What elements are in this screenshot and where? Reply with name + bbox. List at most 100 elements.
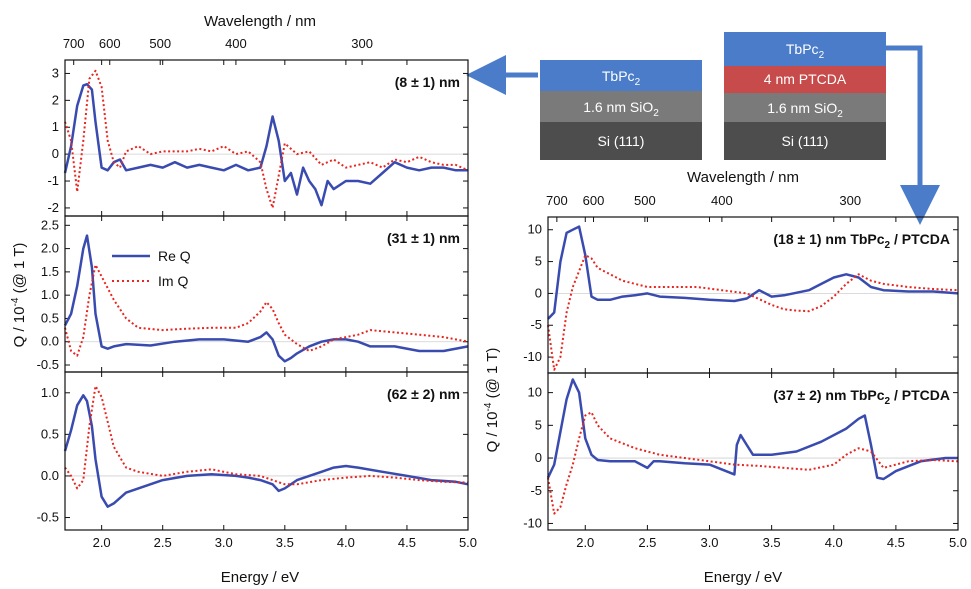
y-tick-label: -2: [47, 200, 59, 215]
plot-panel-1: -2 -1 0 1 2 3 700 600 500 400 300 (8 ± 1) nm: [47, 36, 469, 217]
x-tick-label: 4.5: [398, 535, 416, 550]
x-tick-label: 3.5: [276, 535, 294, 550]
arrow-stack2-to-panel: [886, 45, 940, 225]
x-tick-label: 5.0: [459, 535, 477, 550]
legend-re-label: Re Q: [158, 248, 191, 264]
plot-panel-4: -10 -5 0 5 10 700 600 500 400 300 (18 ± 1) nm TbPc…: [523, 193, 959, 374]
top-tick-label: 700: [546, 193, 568, 208]
series-re-q: [63, 394, 469, 508]
stack-diagram-1: TbPc2 1.6 nm SiO2 Si (111): [540, 60, 702, 160]
series-re-q: [63, 82, 468, 207]
y-axis-title-right: Q / 10-4 (@ 1 T): [483, 348, 501, 453]
panel-label: (8 ± 1) nm: [395, 74, 460, 90]
series-re-q: [547, 225, 959, 320]
top-axis-title-right: Wavelength / nm: [687, 169, 799, 186]
y-tick-label: 2.0: [41, 241, 59, 256]
y-tick-label: 0.5: [41, 426, 59, 441]
y-tick-label: 0: [535, 285, 542, 300]
y-tick-label: 10: [528, 385, 542, 400]
panel-label: (62 ± 2) nm: [387, 386, 460, 402]
stack2-si-label: Si (111): [782, 133, 829, 149]
y-axis-title-left: Q / 10-4 (@ 1 T): [10, 243, 28, 348]
stack1-si-layer: [540, 122, 702, 160]
stack2-ptcda-layer: [724, 66, 886, 93]
y-tick-label: 0.5: [41, 310, 59, 325]
stack2-tbpc2-label: TbPc2: [786, 41, 825, 61]
top-tick-label: 600: [99, 36, 121, 51]
stack1-sio2-layer: [540, 91, 702, 122]
plot-panel-2: -0.5 0.0 0.5 1.0 1.5 2.0 2.5 (31 ± 1) nm: [37, 215, 469, 373]
x-tick-label: 2.0: [93, 535, 111, 550]
y-tick-label: 0: [535, 450, 542, 465]
y-tick-label: 2.5: [41, 217, 59, 232]
plot-frame: [64, 371, 469, 531]
series-im-q: [64, 69, 469, 209]
x-tick-label: 5.0: [949, 535, 967, 550]
panel-label: (37 ± 2) nm TbPc2 / PTCDA: [773, 387, 950, 407]
stack2-sio2-label: 1.6 nm SiO2: [767, 100, 843, 120]
y-tick-label: 1.0: [41, 287, 59, 302]
y-tick-label: -1: [47, 173, 59, 188]
series-im-q: [64, 263, 469, 357]
x-tick-label: 4.0: [337, 535, 355, 550]
stack1-sio2-label: 1.6 nm SiO2: [583, 99, 659, 119]
x-tick-label: 4.0: [825, 535, 843, 550]
y-tick-label: 0.0: [41, 334, 59, 349]
y-tick-label: -0.5: [37, 510, 59, 525]
stack2-sio2-layer: [724, 93, 886, 122]
y-tick-label: 5: [535, 417, 542, 432]
stack1-tbpc2-label: TbPc2: [602, 68, 641, 88]
stack-diagram-2: TbPc2 4 nm PTCDA 1.6 nm SiO2 Si (111): [724, 32, 886, 160]
stack1-tbpc2-layer: [540, 60, 702, 91]
plot-frame: [547, 372, 959, 531]
x-axis-title-right: Energy / eV: [704, 569, 782, 586]
series-im-q: [64, 385, 469, 490]
top-tick-label: 500: [634, 193, 656, 208]
top-tick-label: 400: [711, 193, 733, 208]
stack2-tbpc2-layer: [724, 32, 886, 66]
x-tick-label: 3.5: [763, 535, 781, 550]
x-tick-label: 3.0: [215, 535, 233, 550]
series-re-q: [63, 234, 469, 363]
x-tick-label: 2.0: [576, 535, 594, 550]
x-tick-label: 2.5: [154, 535, 172, 550]
plot-panel-5: 2.0 2.5 3.0 3.5 4.0 4.5 5.0 -10 -5 0 5 10 (37 ± 2) n…: [523, 372, 967, 550]
panel-label: (31 ± 1) nm: [387, 230, 460, 246]
series-im-q: [547, 411, 959, 515]
x-tick-label: 3.0: [700, 535, 718, 550]
top-tick-label: 600: [583, 193, 605, 208]
top-tick-label: 500: [149, 36, 171, 51]
x-axis-title-left: Energy / eV: [221, 569, 299, 586]
top-tick-label: 400: [225, 36, 247, 51]
y-tick-label: 10: [528, 222, 542, 237]
top-axis-title-left: Wavelength / nm: [204, 13, 316, 30]
y-tick-label: -5: [530, 483, 542, 498]
legend: Re Q Im Q: [112, 248, 191, 289]
x-tick-label: 4.5: [887, 535, 905, 550]
y-tick-label: 1.0: [41, 385, 59, 400]
plot-panel-3: 2.0 2.5 3.0 3.5 4.0 4.5 5.0 -0.5 0.0 0.5 1.0 (62 ± …: [37, 371, 477, 550]
y-tick-label: -0.5: [37, 357, 59, 372]
y-tick-label: 5: [535, 254, 542, 269]
panel-label: (18 ± 1) nm TbPc2 / PTCDA: [773, 231, 950, 251]
y-tick-label: 3: [52, 65, 59, 80]
stack2-si-layer: [724, 122, 886, 160]
legend-im-label: Im Q: [158, 273, 188, 289]
y-tick-label: 1.5: [41, 264, 59, 279]
y-tick-label: 0: [52, 146, 59, 161]
top-tick-label: 300: [351, 36, 373, 51]
y-tick-label: 2: [52, 92, 59, 107]
top-tick-label: 300: [839, 193, 861, 208]
y-tick-label: 0.0: [41, 468, 59, 483]
y-tick-label: -5: [530, 317, 542, 332]
top-tick-label: 700: [63, 36, 85, 51]
y-tick-label: 1: [52, 119, 59, 134]
y-tick-label: -10: [523, 349, 542, 364]
y-tick-label: -10: [523, 515, 542, 530]
stack1-si-label: Si (111): [598, 133, 645, 149]
x-tick-label: 2.5: [638, 535, 656, 550]
stack2-ptcda-label: 4 nm PTCDA: [764, 71, 847, 87]
series-im-q: [547, 254, 959, 371]
